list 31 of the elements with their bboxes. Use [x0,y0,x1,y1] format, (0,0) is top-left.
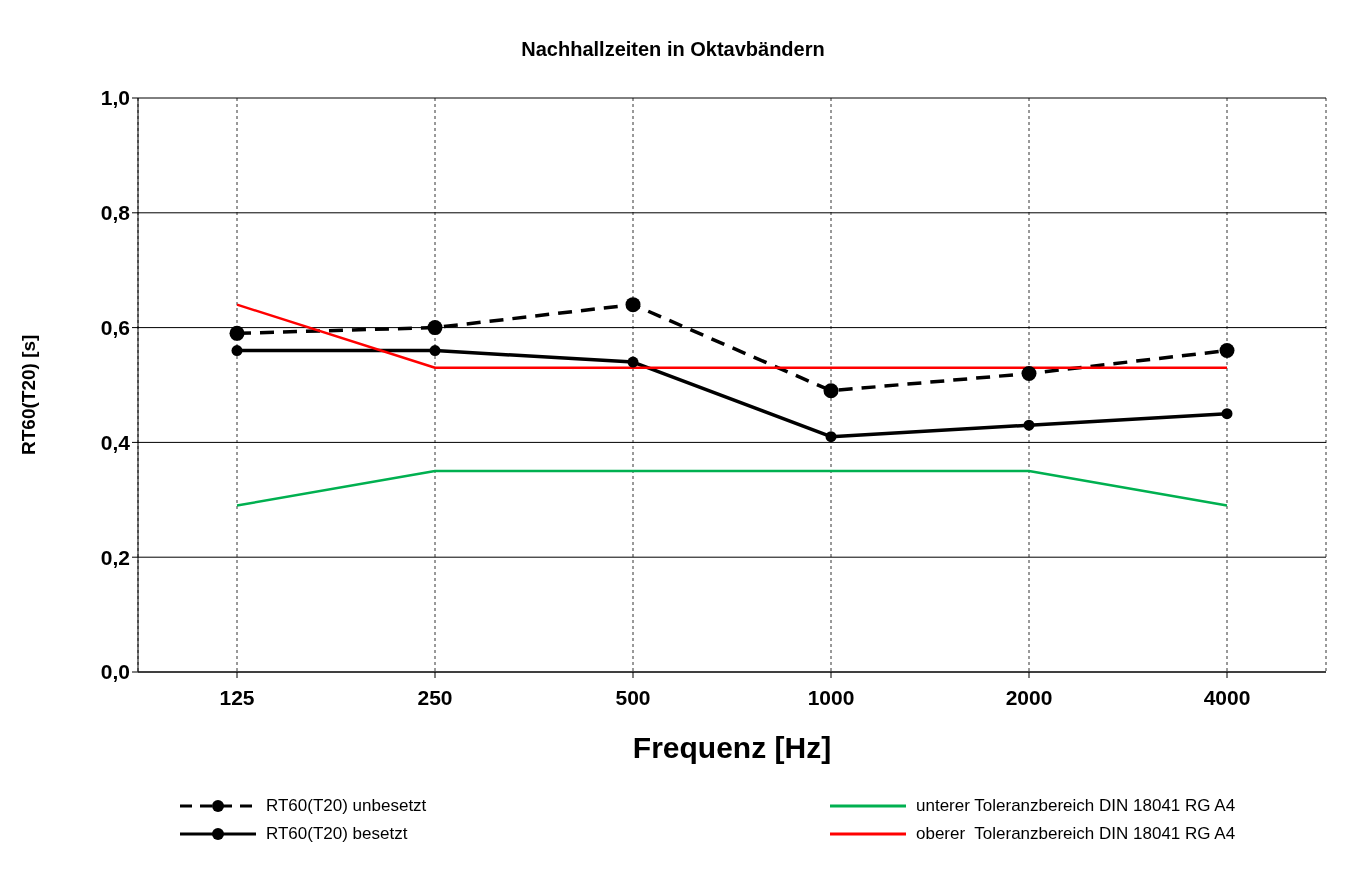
point [427,320,443,336]
y-tick-label: 0,2 [100,545,130,569]
x-tick-label: 1000 [807,685,855,709]
point [825,431,837,443]
point [231,345,243,357]
x-tick-label: 125 [219,685,255,709]
point [229,325,245,341]
legend-label: oberer Toleranzbereich DIN 18041 RG A4 [916,824,1236,844]
point [429,345,441,357]
x-tick-label: 4000 [1203,685,1251,709]
x-axis-title: Frequenz [Hz] [632,731,832,765]
point [1221,408,1233,420]
legend-label: unterer Toleranzbereich DIN 18041 RG A4 [916,796,1236,816]
legend-label: RT60(T20) besetzt [266,824,408,844]
y-tick-label: 0,6 [100,316,130,340]
x-tick-label: 500 [615,685,651,709]
point [1023,419,1035,431]
legend-label: RT60(T20) unbesetzt [266,796,427,816]
point [1021,366,1037,382]
y-tick-label: 0,0 [100,660,130,684]
x-tick-label: 2000 [1005,685,1053,709]
chart-title: Nachhallzeiten in Oktavbändern [520,38,826,61]
x-tick-label: 250 [417,685,453,709]
point [823,383,839,399]
y-axis-title: RT60(T20) [s] [17,334,39,455]
point [627,356,639,368]
y-tick-label: 1,0 [100,86,130,110]
point [625,297,641,313]
point [1219,343,1235,359]
y-tick-label: 0,4 [100,430,131,454]
y-tick-label: 0,8 [100,201,131,225]
